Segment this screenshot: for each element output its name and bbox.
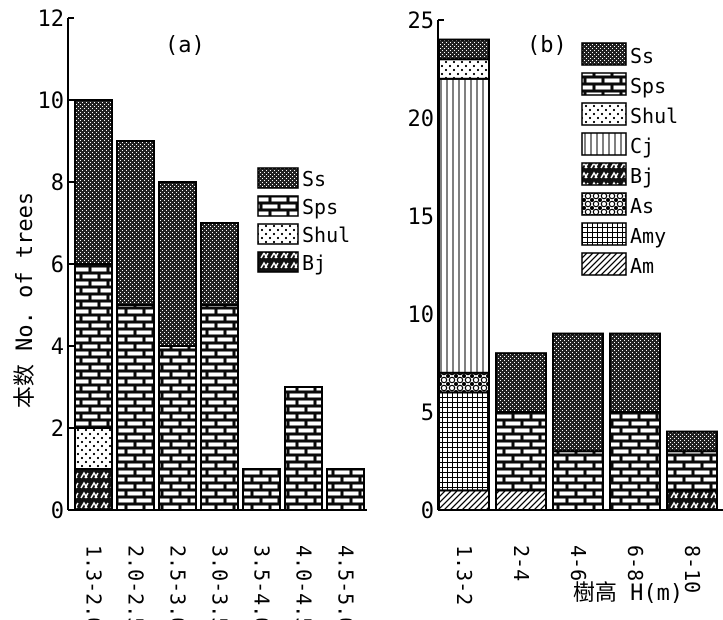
panel-b-x-tick-label: 6-8 — [623, 545, 647, 581]
panel-a-x-tick-label: 1.3-2.0 — [82, 545, 106, 620]
panel-a-legend-label-shul: Shul — [302, 223, 350, 247]
panel-b-bar-as-1-3-2 — [438, 371, 490, 394]
panel-a-bar-sps-4-5-5-0 — [326, 468, 365, 511]
panel-b-legend-label-sps: Sps — [630, 74, 666, 98]
panel-a-x-tick-label: 2.0-2.5 — [124, 545, 148, 620]
panel-b-y-tick-label: 5 — [421, 401, 434, 426]
panel-b-bar-shul-1-3-2 — [438, 58, 490, 80]
panel-a-bar-ss-2-5-3-0 — [158, 181, 197, 347]
panel-a-legend-label-ss: Ss — [302, 167, 326, 191]
panel-a-legend-label-bj: Bj — [302, 251, 326, 275]
panel-b-bar-sps-4-6 — [552, 450, 604, 512]
panel-a-legend-swatch-bj — [257, 251, 299, 273]
panel-b-y-tick-label: 25 — [408, 9, 435, 34]
panel-b-x-tick-label: 2-4 — [509, 545, 533, 581]
panel-a-bar-sps-4-0-4-5 — [284, 386, 323, 511]
panel-a-bar-ss-3-0-3-5 — [200, 222, 239, 306]
panel-a-y-axis-label: 本数 No. of trees — [13, 192, 38, 408]
panel-b-y-tick-label: 0 — [421, 499, 434, 524]
panel-a-legend-swatch-shul — [257, 223, 299, 245]
panel-b-bar-bj-8-10 — [666, 489, 718, 511]
panel-b-legend-swatch-shul — [581, 102, 627, 126]
panel-b-y-tick-label: 15 — [408, 205, 435, 230]
panel-b-y-tick-label: 10 — [408, 303, 435, 328]
panel-a-x-tick-label: 3.0-3.5 — [208, 545, 232, 620]
panel-b-bar-cj-1-3-2 — [438, 77, 490, 374]
panel-b-bar-sps-2-4 — [495, 411, 547, 492]
panel-a-bar-sps-2-5-3-0 — [158, 345, 197, 511]
panel-b-legend-label-amy: Amy — [630, 224, 666, 248]
panel-b-x-tick-label: 8-10 — [680, 545, 704, 593]
panel-a-x-tick-label: 4.0-4.5 — [292, 545, 316, 620]
panel-a-bar-bj-1-3-2-0 — [74, 468, 113, 511]
panel-b-chart: 0 5 10 15 20 25 1.3-2 2-4 4-6 6-8 8-10 Ss Sps Shul Cj B… — [408, 9, 723, 606]
panel-b-x-tick-label: 1.3-2 — [452, 545, 476, 605]
panel-a-chart: 0 2 4 6 8 10 12 1.3-2.0 2.0-2.5 2.5-3.0 3.0-3.5 3.5… — [13, 7, 367, 620]
panel-b-legend-swatch-sps — [581, 72, 627, 96]
panel-a-y-tick-label: 2 — [51, 417, 64, 442]
panel-a-legend-swatch-ss — [257, 167, 299, 189]
panel-b-legend-label-cj: Cj — [630, 134, 654, 158]
panel-a-y-tick-label: 0 — [51, 499, 64, 524]
panel-a-y-tick-label: 6 — [51, 253, 64, 278]
panel-a-bar-shul-1-3-2-0 — [74, 427, 113, 470]
panel-b-legend-label-bj: Bj — [630, 164, 654, 188]
panel-b-legend-swatch-as — [581, 192, 627, 216]
panel-b-bar-ss-6-8 — [609, 332, 661, 414]
panel-b-bar-am-2-4 — [495, 489, 547, 511]
panel-b-legend-label-ss: Ss — [630, 44, 654, 68]
panel-b-bar-ss-2-4 — [495, 352, 547, 414]
panel-a-legend-swatch-sps — [257, 195, 299, 217]
panel-b-legend-label-am: Am — [630, 254, 654, 278]
panel-b-legend-swatch-ss — [581, 42, 627, 66]
panel-b-bar-ss-1-3-2 — [438, 38, 490, 61]
panel-b-bar-amy-1-3-2 — [438, 391, 490, 492]
panel-b-panel-label: (b) — [527, 33, 567, 58]
panel-b-bar-am-1-3-2 — [438, 489, 490, 511]
panel-a-bar-sps-1-3-2-0 — [74, 263, 113, 429]
panel-b-legend-swatch-am — [581, 252, 627, 276]
panel-b-bar-sps-6-8 — [609, 411, 661, 511]
panel-a-bar-ss-1-3-2-0 — [74, 99, 113, 265]
panel-a-x-tick-label: 3.5-4.0 — [250, 545, 274, 620]
panel-b-legend-label-shul: Shul — [630, 104, 678, 128]
panel-a-y-tick-label: 4 — [51, 335, 64, 360]
panel-a-y-tick-label: 8 — [51, 171, 64, 196]
panel-b-bar-ss-4-6 — [552, 332, 604, 453]
panel-b-legend-swatch-bj — [581, 162, 627, 186]
panel-b-legend-swatch-cj — [581, 132, 627, 156]
panel-b-y-tick-label: 20 — [408, 107, 435, 132]
panel-a-bar-sps-3-5-4-0 — [242, 468, 281, 511]
panel-a-x-tick-label: 2.5-3.0 — [166, 545, 190, 620]
panel-a-y-tick-label: 10 — [38, 89, 65, 114]
panel-b-bar-ss-8-10 — [666, 430, 718, 453]
panel-a-panel-label: (a) — [165, 33, 205, 58]
panel-a-bar-sps-3-0-3-5 — [200, 304, 239, 511]
panel-a-legend-label-sps: Sps — [302, 195, 338, 219]
panel-a-bar-ss-2-0-2-5 — [116, 140, 155, 306]
panel-b-legend-label-as: As — [630, 194, 654, 218]
panel-a-x-tick-label: 4.5-5.0 — [334, 545, 358, 620]
panel-b-x-tick-label: 4-6 — [566, 545, 590, 581]
panel-b-bar-sps-8-10 — [666, 450, 718, 492]
panel-a-y-tick-label: 12 — [38, 7, 65, 32]
panel-a-bar-sps-2-0-2-5 — [116, 304, 155, 511]
panel-b-x-axis-label: 樹高 H(m) — [573, 581, 683, 606]
panel-b-legend-swatch-amy — [581, 222, 627, 246]
